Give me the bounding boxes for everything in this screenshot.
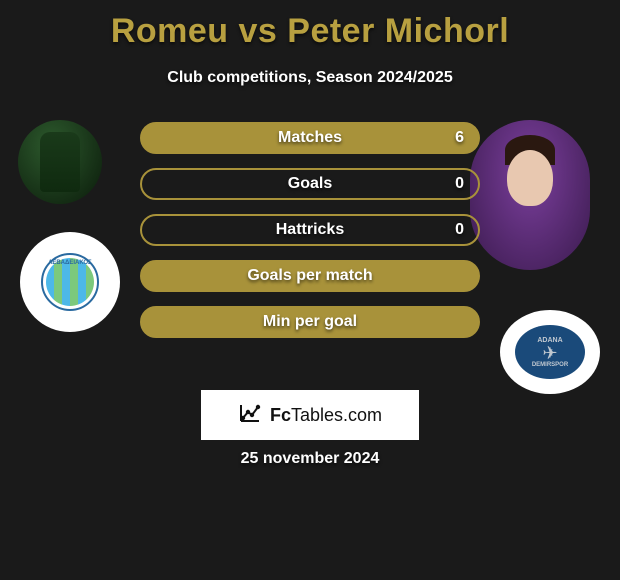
club2-crest: ADANA ✈ DEMIRSPOR — [515, 325, 585, 379]
player2-club-badge: ADANA ✈ DEMIRSPOR — [500, 310, 600, 394]
player1-avatar-body — [40, 132, 80, 192]
stat-label: Goals — [288, 175, 332, 193]
player2-avatar-face — [507, 150, 553, 206]
stats-list: Matches 6 Goals 0 Hattricks 0 Goals per match M… — [140, 122, 480, 352]
branding-text: FcTables.com — [270, 405, 382, 426]
stat-row: Hattricks 0 — [140, 214, 480, 246]
comparison-date: 25 november 2024 — [0, 450, 620, 468]
season-subtitle: Club competitions, Season 2024/2025 — [0, 69, 620, 87]
stat-value: 6 — [455, 129, 464, 147]
player1-club-badge: ΛΕΒΑΔΕΙΑΚΟΣ — [20, 232, 120, 332]
stat-row: Min per goal — [140, 306, 480, 338]
player2-avatar — [470, 120, 590, 270]
stat-value: 0 — [455, 221, 464, 239]
stat-label: Goals per match — [247, 267, 372, 285]
stat-row: Matches 6 — [140, 122, 480, 154]
player1-avatar — [18, 120, 102, 204]
club1-text: ΛΕΒΑΔΕΙΑΚΟΣ — [48, 260, 92, 266]
chart-icon — [238, 401, 262, 430]
stat-row: Goals per match — [140, 260, 480, 292]
comparison-title: Romeu vs Peter Michorl — [0, 0, 620, 51]
stat-row: Goals 0 — [140, 168, 480, 200]
club1-crest: ΛΕΒΑΔΕΙΑΚΟΣ — [38, 250, 102, 314]
stat-label: Hattricks — [276, 221, 344, 239]
stat-value: 0 — [455, 175, 464, 193]
club2-text: ADANA ✈ DEMIRSPOR — [532, 337, 568, 368]
stat-label: Min per goal — [263, 313, 357, 331]
branding-badge[interactable]: FcTables.com — [201, 390, 419, 440]
stat-label: Matches — [278, 129, 342, 147]
